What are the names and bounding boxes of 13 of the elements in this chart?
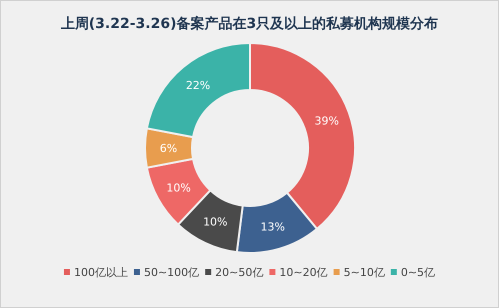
legend-label: 0~5亿 (400, 266, 436, 279)
legend-label: 50~100亿 (144, 266, 200, 279)
data-label: 6% (160, 142, 178, 155)
chart-title: 上周(3.22-3.26)备案产品在3只及以上的私募机构规模分布 (60, 15, 438, 32)
legend-label: 20~50亿 (215, 266, 264, 279)
legend-label: 5~10亿 (344, 266, 385, 279)
data-label: 10% (203, 216, 228, 229)
data-label: 22% (186, 79, 210, 92)
legend-label: 10~20亿 (279, 266, 328, 279)
legend-label: 100亿以上 (74, 266, 128, 279)
data-label: 39% (314, 114, 339, 128)
data-label: 10% (166, 181, 191, 194)
data-label: 13% (260, 220, 285, 234)
